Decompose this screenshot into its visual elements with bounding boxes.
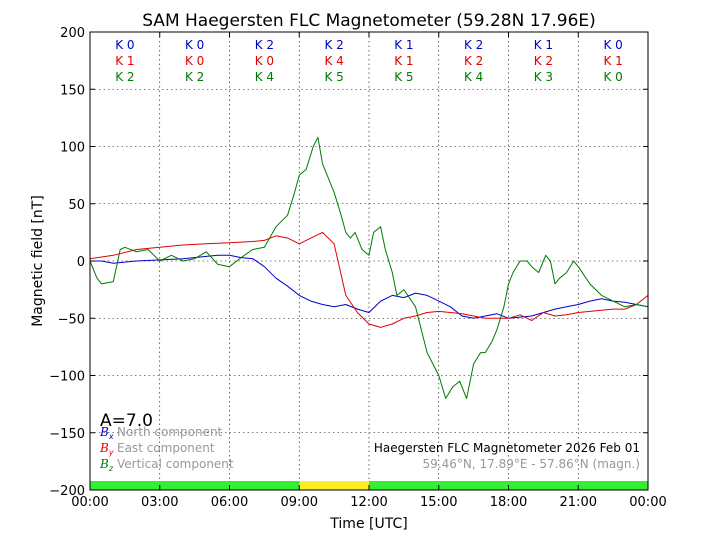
legend: Bx North component By East component Bz … [99, 425, 234, 473]
legend-by-label: East component [117, 441, 215, 455]
axis-ticks: 00:00 03:00 06:00 09:00 12:00 15:00 18:00 21:00… [49, 26, 666, 510]
y-tick-label-3: 50 [68, 198, 85, 213]
activity-segment-0 [90, 481, 300, 490]
x-tick-label-8: 00:00 [629, 495, 666, 510]
k-index-row1-col4: K 1 [394, 54, 413, 68]
k-index-row2-col4: K 5 [394, 70, 413, 84]
legend-bx-symbol: B [99, 425, 109, 439]
y-tick-label-8: −200 [49, 484, 85, 499]
k-index-row1-col1: K 0 [185, 54, 204, 68]
legend-bx: Bx [99, 425, 114, 441]
legend-bz-symbol: B [99, 457, 109, 471]
legend-by: By [99, 441, 114, 457]
k-index-row2-col6: K 3 [534, 70, 553, 84]
k-index-row0-col7: K 0 [603, 38, 622, 52]
series-line-by-east [89, 231, 649, 328]
k-index-row2-col5: K 4 [464, 70, 483, 84]
a-index-label: A=7.0 [100, 411, 153, 431]
k-index-row0-col4: K 1 [394, 38, 413, 52]
series-line-bx-north [90, 254, 649, 319]
y-tick-label-0: 200 [60, 26, 85, 41]
y-tick-label-5: −50 [58, 312, 85, 327]
k-index-row0-col2: K 2 [255, 38, 274, 52]
legend-by-sub: y [108, 448, 114, 457]
legend-bx-label: North component [117, 425, 223, 439]
x-tick-label-7: 21:00 [560, 495, 597, 510]
k-index-row0-col0: K 0 [115, 38, 134, 52]
k-index-row1-col3: K 4 [324, 54, 343, 68]
y-tick-label-1: 150 [60, 83, 85, 98]
x-tick-label-4: 12:00 [350, 495, 387, 510]
x-tick-label-0: 00:00 [71, 495, 108, 510]
chart-title: SAM Haegersten FLC Magnetometer (59.28N … [142, 11, 596, 31]
legend-bz-sub: z [108, 464, 114, 473]
x-tick-label-2: 06:00 [211, 495, 248, 510]
k-index-row0-col5: K 2 [464, 38, 483, 52]
y-tick-label-6: −100 [49, 370, 85, 385]
k-index-row2-col1: K 2 [185, 70, 204, 84]
y-tick-label-4: 0 [77, 255, 85, 270]
y-tick-label-7: −150 [49, 427, 85, 442]
legend-bz: Bz [99, 457, 114, 473]
x-tick-label-6: 18:00 [490, 495, 527, 510]
k-index-table: K 0 K 0 K 2 K 2 K 1 K 2 K 1 K 0 K 1 K 0 K 0 K 4 K 1 K… [115, 38, 623, 84]
x-axis-label: Time [UTC] [329, 516, 407, 532]
k-index-row0-col3: K 2 [324, 38, 343, 52]
data-series [89, 136, 649, 399]
station-note: Haegersten FLC Magnetometer 2026 Feb 01 [374, 441, 640, 455]
k-index-row1-col7: K 1 [603, 54, 622, 68]
activity-segment-1 [299, 481, 369, 490]
grid-lines [90, 32, 648, 490]
x-tick-label-1: 03:00 [141, 495, 178, 510]
k-index-row1-col0: K 1 [115, 54, 134, 68]
y-axis-label: Magnetic field [nT] [30, 195, 46, 327]
k-index-row2-col3: K 5 [324, 70, 343, 84]
k-index-row2-col7: K 0 [603, 70, 622, 84]
k-index-row1-col5: K 2 [464, 54, 483, 68]
k-index-row2-col2: K 4 [255, 70, 274, 84]
legend-by-symbol: B [99, 441, 109, 455]
k-index-row0-col6: K 1 [534, 38, 553, 52]
legend-bz-label: Vertical component [117, 457, 234, 471]
coordinates-note: 59.46°N, 17.89°E - 57.86°N (magn.) [423, 457, 640, 471]
x-tick-label-5: 15:00 [420, 495, 457, 510]
k-index-row1-col6: K 2 [534, 54, 553, 68]
k-index-row0-col1: K 0 [185, 38, 204, 52]
x-tick-label-3: 09:00 [281, 495, 318, 510]
k-index-row2-col0: K 2 [115, 70, 134, 84]
y-tick-label-2: 100 [60, 141, 85, 156]
k-index-row1-col2: K 0 [255, 54, 274, 68]
series-line-bz-vertical [89, 136, 649, 399]
legend-bx-sub: x [108, 432, 114, 441]
